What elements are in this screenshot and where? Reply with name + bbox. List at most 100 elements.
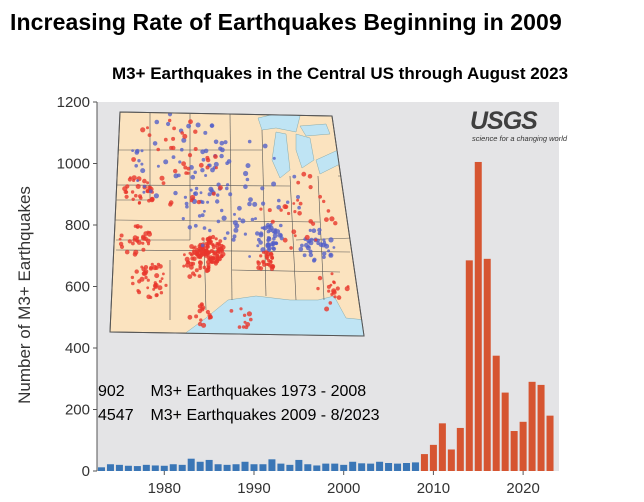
epicenter-point (243, 232, 247, 236)
epicenter-point (206, 263, 211, 268)
epicenter-point (141, 234, 146, 240)
epicenter-point (162, 272, 165, 276)
epicenter-point (328, 237, 334, 243)
epicenter-point (198, 255, 203, 260)
epicenter-point (233, 212, 236, 216)
usgs-logo: USGS science for a changing world (470, 108, 570, 143)
bar-2016 (483, 258, 491, 471)
x-tick-label: 2020 (506, 480, 539, 497)
epicenter-point (264, 254, 269, 258)
usgs-tagline: science for a changing world (472, 134, 568, 143)
epicenter-point (203, 209, 206, 213)
epicenter-point (189, 198, 194, 203)
bar-1997 (313, 465, 321, 471)
bar-1994 (286, 464, 294, 471)
epicenter-point (292, 174, 297, 179)
epicenter-point (206, 259, 211, 265)
epicenter-point (186, 166, 191, 171)
epicenter-point (256, 261, 261, 266)
epicenter-point (197, 274, 202, 278)
bar-1983 (187, 458, 195, 471)
epicenter-point (141, 247, 146, 252)
epicenter-point (146, 294, 151, 300)
y-tick-label: 800 (65, 217, 90, 234)
epicenter-point (248, 255, 252, 258)
bar-2017 (492, 355, 500, 471)
epicenter-point (187, 225, 192, 230)
epicenter-point (186, 123, 192, 129)
y-tick-label: 0 (82, 463, 90, 480)
epicenter-point (203, 148, 209, 154)
state-border (261, 129, 267, 297)
bar-2002 (358, 463, 366, 471)
bar-2020 (519, 421, 527, 471)
epicenter-point (173, 168, 178, 174)
bar-2007 (403, 463, 410, 471)
epicenter-point (204, 174, 208, 177)
bar-1979 (151, 465, 159, 471)
epicenter-point (190, 256, 195, 261)
epicenter-point (266, 238, 270, 243)
epicenter-point (207, 316, 211, 320)
bar-2012 (447, 449, 455, 471)
epicenter-point (304, 234, 310, 240)
epicenter-point (218, 250, 222, 254)
epicenter-point (180, 131, 184, 135)
epicenter-point (248, 197, 253, 203)
bar-1988 (232, 464, 240, 471)
epicenter-point (289, 246, 293, 250)
epicenter-point (206, 267, 210, 271)
epicenter-point (263, 250, 269, 255)
epicenter-point (271, 246, 276, 251)
epicenter-point (300, 243, 304, 248)
epicenter-point (322, 251, 327, 256)
epicenter-point (297, 205, 301, 210)
epicenter-point (145, 238, 151, 244)
epicenter-point (161, 181, 166, 186)
stats-row: 4547 M3+ Earthquakes 2009 - 8/2023 (98, 404, 380, 428)
epicenter-point (293, 234, 297, 238)
epicenter-point (316, 238, 321, 243)
epicenter-point (131, 157, 137, 162)
epicenter-point (266, 262, 270, 266)
bar-1991 (259, 464, 267, 471)
epicenter-point (324, 243, 327, 247)
epicenter-point (199, 191, 203, 195)
epicenter-point (197, 304, 202, 309)
epicenter-point (193, 245, 197, 249)
epicenter-point (132, 252, 138, 257)
epicenter-point (123, 189, 128, 195)
epicenter-point (277, 198, 281, 203)
epicenter-point (148, 189, 153, 194)
bar-2001 (349, 461, 357, 471)
epicenter-point (205, 165, 210, 170)
epicenter-point (142, 184, 147, 189)
epicenter-point (301, 171, 307, 177)
epicenter-point (188, 119, 193, 125)
epicenter-point (257, 237, 261, 242)
epicenter-point (171, 145, 176, 151)
epicenter-point (260, 186, 265, 191)
epicenter-point (317, 227, 322, 233)
epicenter-point (297, 211, 302, 216)
epicenter-point (166, 121, 171, 127)
epicenter-point (131, 149, 135, 153)
epicenter-point (272, 233, 278, 239)
bar-1992 (268, 459, 276, 471)
epicenter-point (135, 184, 141, 189)
epicenter-point (312, 257, 317, 262)
epicenter-point (332, 281, 336, 285)
epicenter-point (201, 157, 206, 162)
epicenter-point (146, 181, 150, 185)
epicenter-point (223, 140, 228, 145)
epicenter-point (154, 273, 160, 279)
epicenter-point (190, 174, 196, 180)
epicenter-point (134, 193, 138, 198)
epicenter-point (219, 140, 225, 146)
epicenter-point (152, 283, 158, 289)
epicenter-point (197, 214, 202, 218)
bar-2003 (367, 463, 375, 471)
epicenter-point (279, 208, 283, 212)
epicenter-point (279, 233, 283, 238)
epicenter-point (330, 272, 334, 276)
